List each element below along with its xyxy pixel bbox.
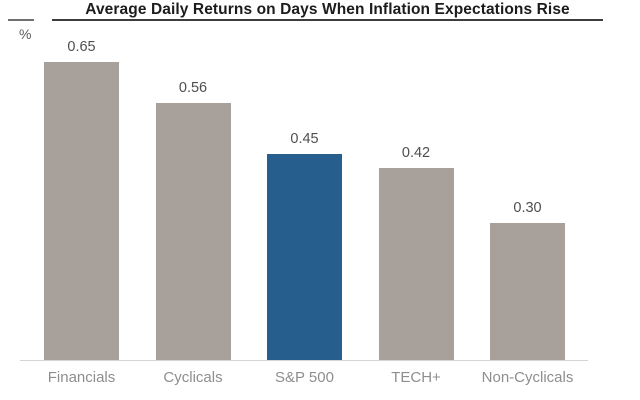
bar-tech- — [378, 168, 454, 361]
title-underline — [52, 19, 603, 21]
bar-value-label-cyclicals: 0.56 — [178, 80, 208, 96]
bar-value-label-s-p-500: 0.45 — [290, 131, 319, 147]
bar-cyclicals — [155, 103, 231, 361]
bar-value-label-financials: 0.65 — [67, 39, 96, 55]
bar-financials — [44, 62, 119, 361]
category-label-s-p-500: S&P 500 — [275, 369, 334, 386]
category-label-tech-: TECH+ — [391, 369, 441, 386]
category-label-cyclicals: Cyclicals — [163, 369, 223, 386]
x-axis-line — [20, 360, 588, 361]
category-label-non-cyclicals: Non-Cyclicals — [481, 369, 574, 386]
y-axis-unit-label: % — [19, 26, 32, 42]
category-label-financials: Financials — [47, 369, 116, 386]
chart-title: Average Daily Returns on Days When Infla… — [85, 1, 570, 18]
bar-s-p-500 — [267, 154, 342, 361]
bar-value-label-tech-: 0.42 — [401, 145, 431, 161]
y-axis-top-tick — [8, 19, 34, 21]
bar-non-cyclicals — [490, 223, 565, 361]
bar-value-label-non-cyclicals: 0.30 — [513, 200, 542, 216]
